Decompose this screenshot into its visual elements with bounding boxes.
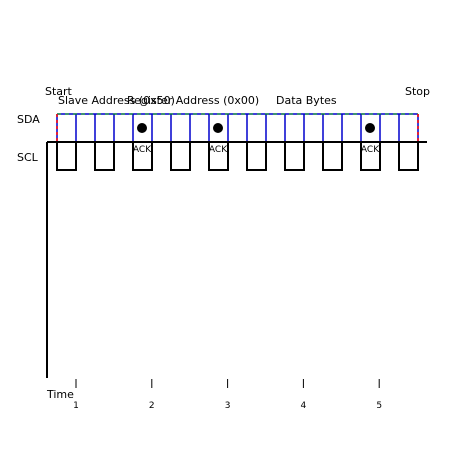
- tick-label: 4: [301, 401, 307, 411]
- ack-dot: [137, 123, 147, 133]
- ack-dot: [365, 123, 375, 133]
- start-label: Start: [45, 85, 73, 98]
- tick-label: 3: [225, 401, 231, 411]
- stop-label: Stop: [405, 85, 430, 98]
- register-address-label: Register Address (0x00): [127, 94, 259, 107]
- sda-label: SDA: [17, 113, 40, 126]
- ack-label: ACK: [133, 145, 152, 155]
- tick-label: 1: [73, 401, 79, 411]
- axis-label: Time: [46, 388, 74, 401]
- slave-address-label: Slave Address (0x50): [58, 94, 175, 107]
- sda-waveform: [56, 113, 419, 142]
- data-bytes-label: Data Bytes: [276, 94, 337, 107]
- scl-label: SCL: [17, 151, 39, 164]
- ack-label: ACK: [361, 145, 380, 155]
- ack-dot: [213, 123, 223, 133]
- tick-label: 2: [149, 401, 155, 411]
- scl-waveform: [56, 142, 419, 171]
- scl-pulses: [56, 142, 419, 171]
- tick-label: 5: [376, 401, 382, 411]
- ack-label: ACK: [209, 145, 228, 155]
